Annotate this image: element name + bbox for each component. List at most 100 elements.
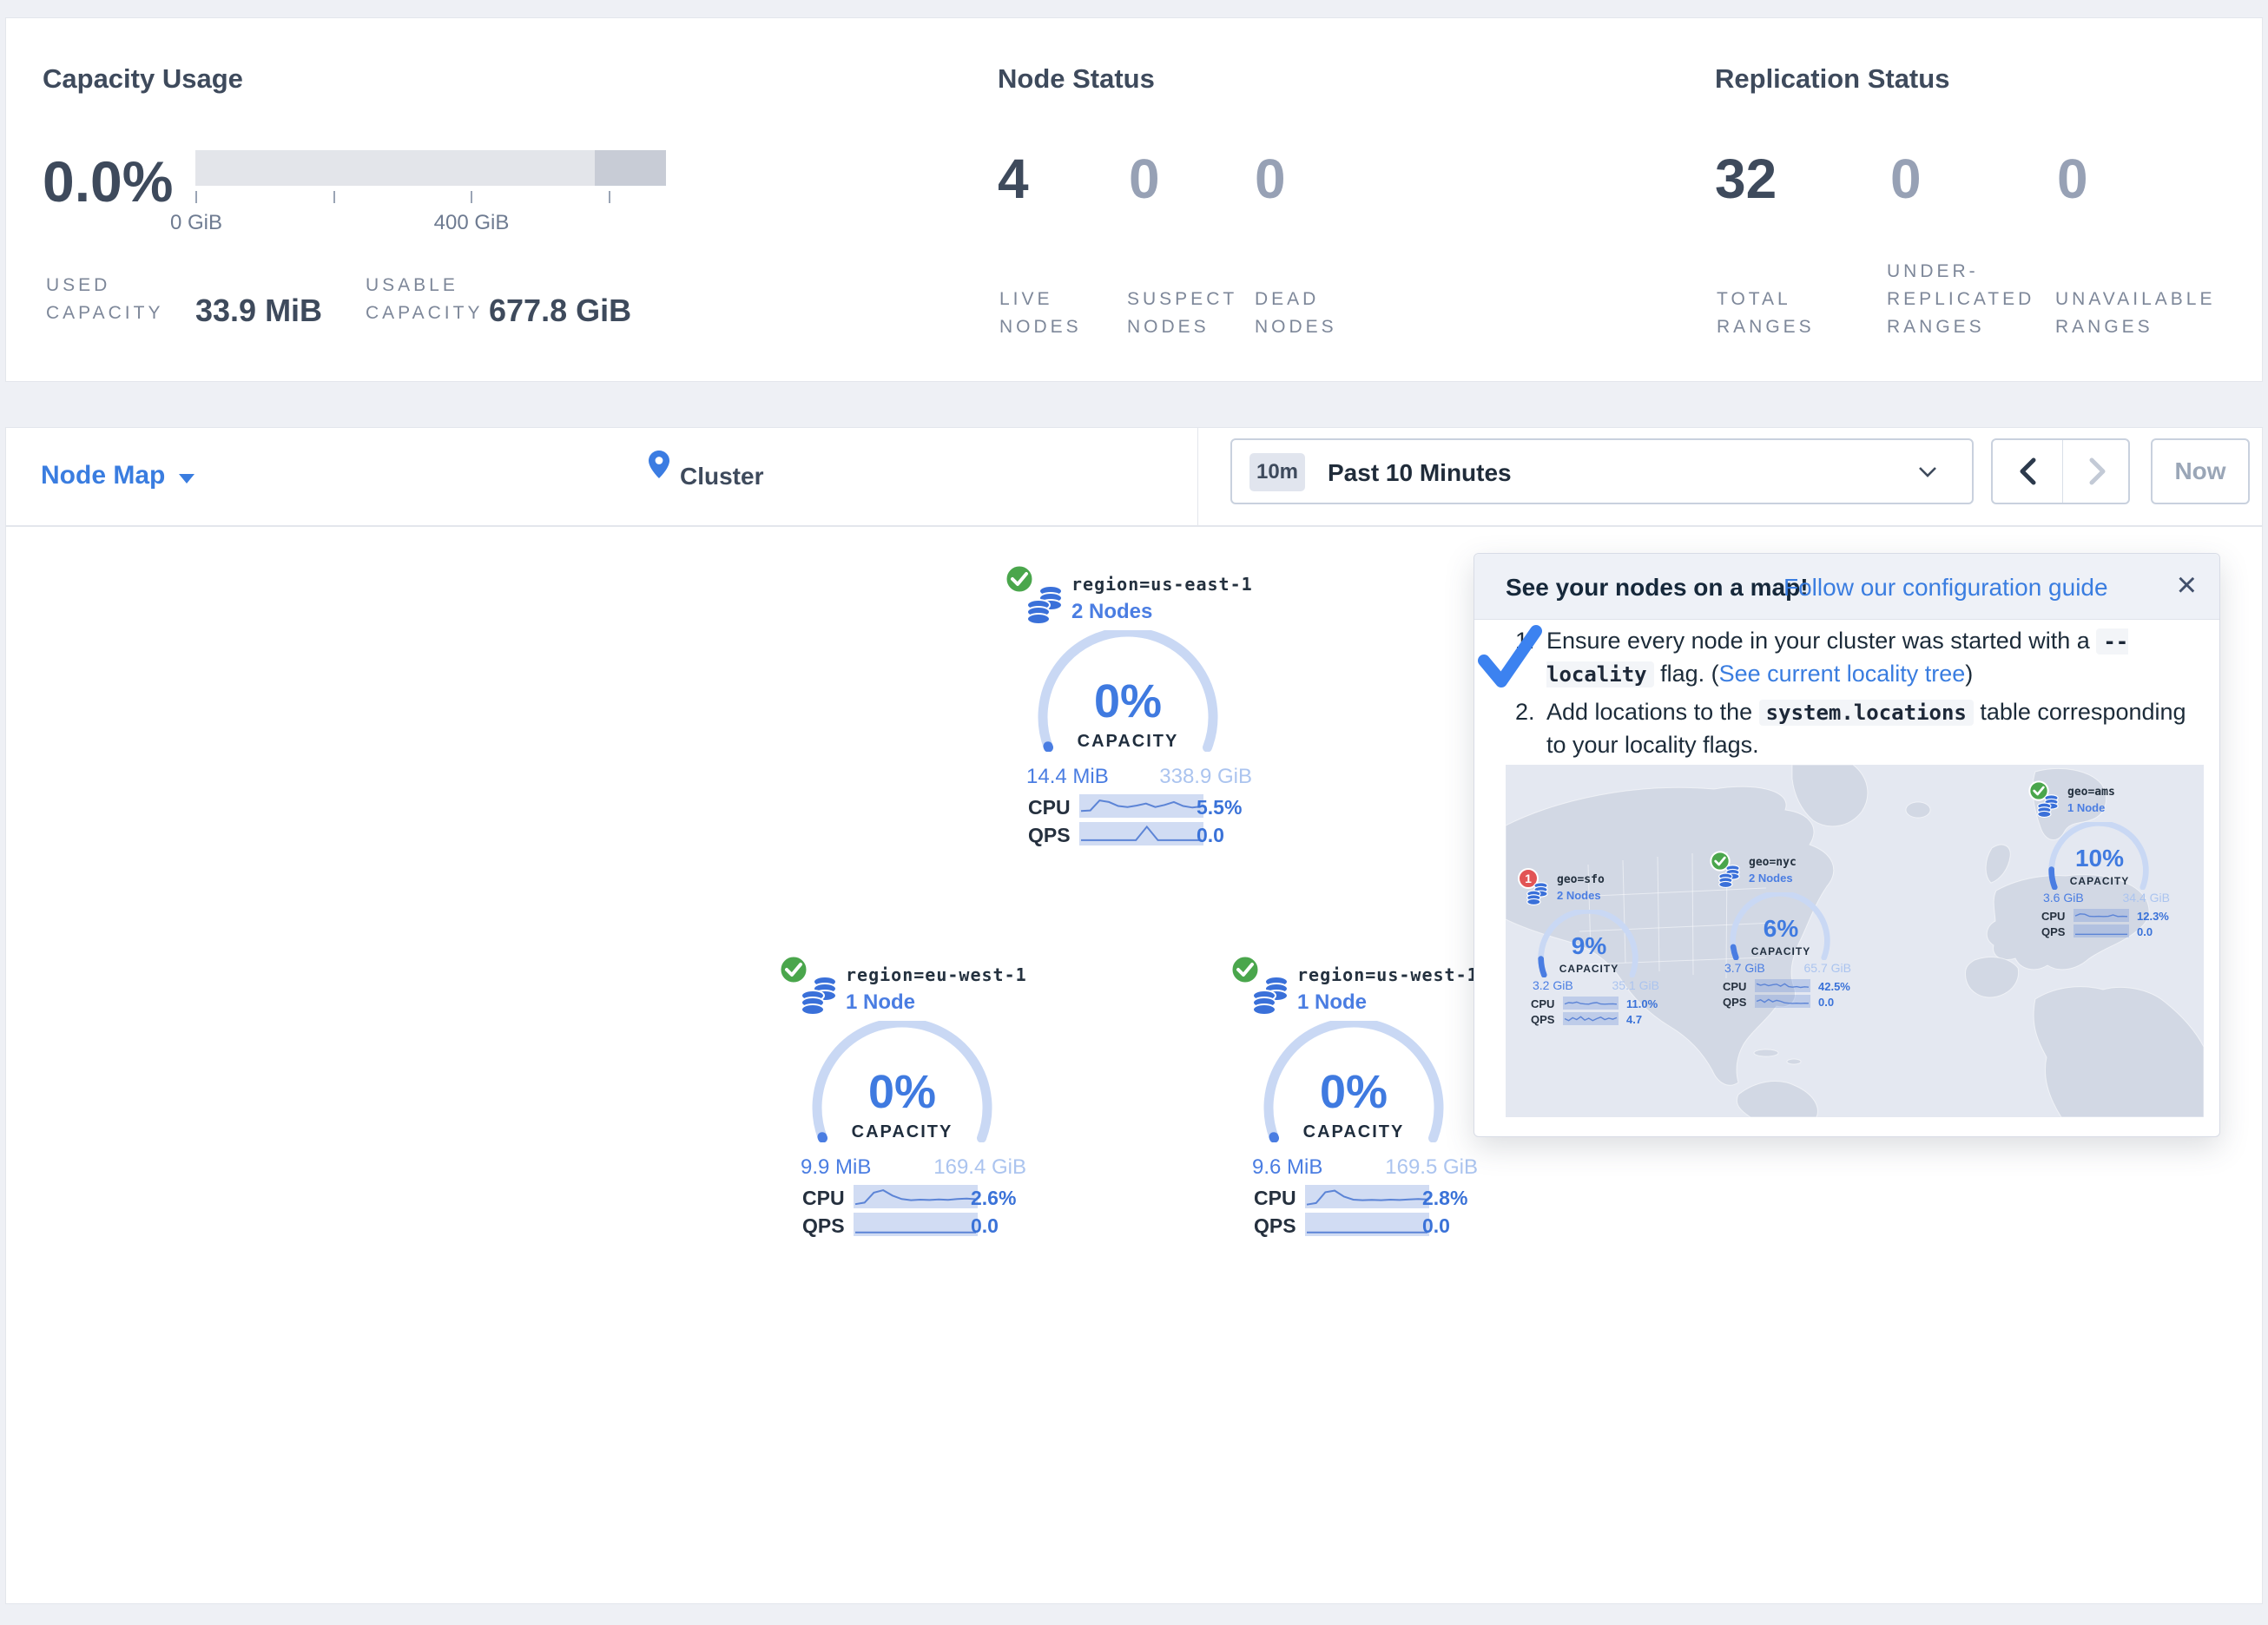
configuration-guide-link[interactable]: Follow our configuration guide xyxy=(1783,574,2108,601)
chevron-down-icon xyxy=(1919,467,1936,477)
view-selector-dropdown[interactable]: Node Map xyxy=(41,461,195,490)
replication-status-title: Replication Status xyxy=(1715,63,1950,94)
capacity-caption: CAPACITY xyxy=(1559,963,1619,975)
cpu-value: 42.5% xyxy=(1818,980,1850,993)
cpu-value: 11.0% xyxy=(1626,997,1658,1010)
available-capacity: 169.5 GiB xyxy=(1385,1155,1478,1179)
used-capacity: 3.6 GiB xyxy=(2043,891,2084,905)
usable-capacity-value: 677.8 GiB xyxy=(489,293,632,328)
qps-value: 0.0 xyxy=(1422,1214,1450,1237)
capacity-bar-track xyxy=(195,150,666,186)
nodes-count-link[interactable]: 1 Node xyxy=(846,990,916,1014)
used-capacity: 9.6 MiB xyxy=(1252,1155,1323,1179)
healthy-check-icon xyxy=(2028,780,2049,801)
nodes-count-link[interactable]: 2 Nodes xyxy=(1557,889,1601,902)
unavailable-ranges-count: 0 xyxy=(2057,148,2088,210)
node-status-title: Node Status xyxy=(998,63,1155,94)
capacity-caption: CAPACITY xyxy=(851,1122,953,1141)
used-capacity-value: 33.9 MiB xyxy=(195,293,323,328)
locality-label: geo=nyc xyxy=(1749,856,1797,869)
warning-badge: 1 xyxy=(1518,868,1539,889)
locality-label: geo=ams xyxy=(2067,786,2115,799)
time-window-label: Past 10 Minutes xyxy=(1328,459,1512,486)
qps-value: 0.0 xyxy=(2137,925,2153,938)
cpu-sparkline xyxy=(1755,979,1810,992)
nodes-count-link[interactable]: 1 Node xyxy=(1297,990,1368,1014)
region-card-us-west-1: region=us-west-1 1 Node 0% CAPACITY 9.6 … xyxy=(1230,951,1490,1254)
qps-sparkline xyxy=(2074,924,2129,938)
qps-sparkline xyxy=(1079,822,1203,845)
cpu-value: 5.5% xyxy=(1197,796,1243,819)
capacity-gauge xyxy=(812,1021,992,1142)
usable-capacity-label-2: CAPACITY xyxy=(366,303,484,323)
popup-header: See your nodes on a map! Follow our conf… xyxy=(1474,554,2219,620)
code-snippet: system.locations xyxy=(1758,700,1974,726)
locality-label: geo=sfo xyxy=(1557,873,1605,886)
map-card-geo-sfo: 1 geo=sfo 2 Nodes 9% CAPACITY 3.2 GiB 35… xyxy=(1515,866,1665,1033)
now-button[interactable]: Now xyxy=(2151,438,2250,504)
time-forward-button[interactable] xyxy=(2063,440,2132,503)
capacity-percent: 0% xyxy=(1319,1066,1388,1118)
locality-label: region=us-west-1 xyxy=(1297,964,1479,985)
capacity-percent: 0% xyxy=(867,1066,937,1118)
close-icon[interactable]: × xyxy=(2176,566,2197,604)
qps-sparkline xyxy=(1755,995,1810,1008)
nodes-count-link[interactable]: 2 Nodes xyxy=(1071,600,1153,623)
popup-title: See your nodes on a map! xyxy=(1506,574,1809,601)
world-map-graphic xyxy=(1506,765,2204,1117)
chevron-down-icon xyxy=(179,474,195,484)
used-capacity: 3.2 GiB xyxy=(1533,978,1573,992)
qps-label: QPS xyxy=(1028,824,1071,846)
available-capacity: 35.1 GiB xyxy=(1612,978,1659,992)
used-capacity: 14.4 MiB xyxy=(1026,765,1109,788)
breadcrumb[interactable]: Cluster xyxy=(680,463,764,490)
capacity-axis-tick: 0 GiB xyxy=(169,211,223,234)
time-window-badge: 10m xyxy=(1249,453,1305,491)
capacity-axis-tick: 400 GiB xyxy=(433,211,510,234)
cpu-label: CPU xyxy=(2041,910,2066,923)
usable-capacity-label-1: USABLE xyxy=(366,275,458,295)
step-complete-check-icon xyxy=(1478,625,1542,688)
qps-sparkline xyxy=(854,1213,978,1236)
qps-label: QPS xyxy=(2041,925,2066,938)
cpu-label: CPU xyxy=(1723,980,1747,993)
qps-sparkline xyxy=(1305,1213,1429,1236)
available-capacity: 65.7 GiB xyxy=(1803,961,1851,975)
nodes-database-icon xyxy=(2037,794,2059,818)
locality-tree-link[interactable]: See current locality tree xyxy=(1718,661,1966,687)
healthy-check-icon xyxy=(778,954,809,985)
state-border-lines xyxy=(1574,851,1776,979)
dead-nodes-count: 0 xyxy=(1255,148,1286,210)
time-window-select[interactable]: 10m Past 10 Minutes xyxy=(1230,438,1974,504)
qps-value: 0.0 xyxy=(971,1214,999,1237)
nodes-count-link[interactable]: 2 Nodes xyxy=(1749,872,1793,885)
capacity-percent: 0.0% xyxy=(43,149,174,214)
qps-value: 0.0 xyxy=(1818,996,1835,1009)
nodes-count-link[interactable]: 1 Node xyxy=(2067,801,2106,814)
cpu-label: CPU xyxy=(1028,796,1071,819)
view-toolbar: Node Map Cluster 10m Past 10 Minutes Now xyxy=(5,427,2263,526)
config-step-2: 2. Add locations to the system.locations … xyxy=(1515,699,2186,758)
nodes-database-icon xyxy=(1252,976,1289,1016)
time-back-button[interactable] xyxy=(1993,440,2062,503)
cpu-label: CPU xyxy=(1531,997,1555,1010)
capacity-gauge xyxy=(2048,822,2149,890)
cpu-value: 2.6% xyxy=(971,1187,1017,1209)
qps-value: 0.0 xyxy=(1197,824,1224,846)
capacity-gauge xyxy=(1730,892,1830,960)
capacity-percent: 10% xyxy=(2074,845,2125,872)
cluster-summary-bar: Capacity Usage 0.0% 0 GiB 400 GiB USED CA… xyxy=(5,17,2263,382)
qps-label: QPS xyxy=(1723,996,1747,1009)
capacity-percent: 9% xyxy=(1571,932,1607,959)
cpu-value: 2.8% xyxy=(1422,1187,1468,1209)
configuration-steps: 1. Ensure every node in your cluster was … xyxy=(1515,625,2192,766)
nodes-database-icon xyxy=(1718,865,1740,888)
healthy-check-icon xyxy=(1230,954,1261,985)
region-card-eu-west-1: region=eu-west-1 1 Node 0% CAPACITY 9.9 … xyxy=(778,951,1038,1254)
capacity-caption: CAPACITY xyxy=(1302,1122,1405,1141)
qps-label: QPS xyxy=(1531,1013,1555,1026)
cpu-label: CPU xyxy=(1254,1187,1296,1209)
capacity-caption: CAPACITY xyxy=(2069,875,2130,887)
toolbar-divider xyxy=(1197,428,1198,525)
nodes-database-icon xyxy=(1526,882,1548,905)
